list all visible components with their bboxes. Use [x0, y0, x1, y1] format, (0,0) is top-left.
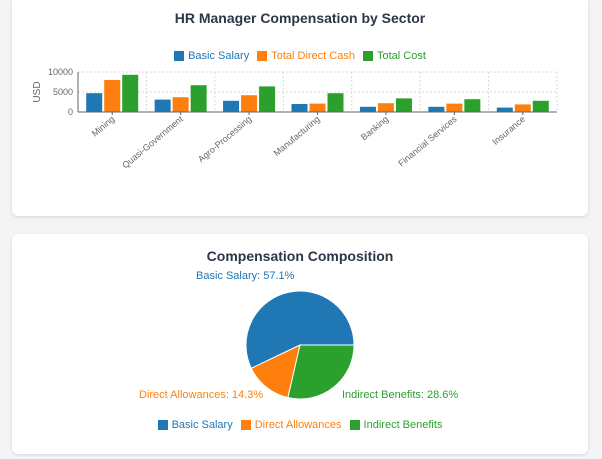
y-tick-label: 5000	[53, 87, 73, 97]
legend-label-total-cost: Total Cost	[376, 50, 426, 62]
bar-chart-plot: 0 5000 10000 USD Mining Quasi-Government Agro-…	[32, 67, 558, 171]
x-tick-label-financial-services: Financial Services	[396, 114, 459, 169]
legend-swatch-basic-salary-pie	[157, 420, 168, 430]
bar-total-cost-agro-processing	[259, 86, 276, 112]
pie-chart-title: Compensation Composition	[206, 248, 394, 264]
bar-basic-salary-agro-processing	[223, 100, 240, 112]
bar-basic-salary-mining	[86, 93, 103, 112]
pie-chart-plot	[245, 290, 355, 400]
bar-total-cost-mining	[122, 74, 139, 112]
bar-chart-title: HR Manager Compensation by Sector	[174, 10, 426, 26]
x-tick-label-mining: Mining	[90, 114, 117, 139]
legend-item-basic-salary[interactable]: Basic Salary	[174, 50, 249, 62]
pie-chart-legend: Basic Salary Direct Allowances Indirect …	[12, 419, 588, 431]
bar-total-direct-cash-mining	[104, 80, 121, 112]
pie-slice-indirect-benefits	[287, 344, 355, 400]
bar-basic-salary-quasi-government	[154, 99, 171, 112]
legend-swatch-indirect-benefits	[349, 420, 360, 430]
legend-item-total-cost[interactable]: Total Cost	[362, 50, 426, 62]
bar-basic-salary-manufacturing	[291, 104, 308, 112]
bar-total-cost-manufacturing	[327, 93, 344, 112]
bar-total-direct-cash-financial-services	[446, 103, 463, 112]
x-tick-label-insurance: Insurance	[490, 114, 527, 147]
bar-total-direct-cash-quasi-government	[172, 97, 189, 112]
legend-item-total-direct-cash[interactable]: Total Direct Cash	[257, 50, 355, 62]
bar-total-cost-insurance	[532, 100, 549, 112]
y-axis-label: USD	[32, 81, 43, 102]
legend-swatch-total-direct-cash	[257, 51, 268, 61]
legend-swatch-basic-salary	[174, 51, 185, 61]
pie-chart-card: Compensation Composition Basic Salary: 5…	[12, 234, 588, 454]
bar-total-direct-cash-agro-processing	[241, 95, 258, 112]
legend-label-total-direct-cash: Total Direct Cash	[271, 50, 355, 62]
legend-label-indirect-benefits: Indirect Benefits	[363, 419, 443, 431]
bar-total-direct-cash-manufacturing	[309, 103, 326, 112]
bar-basic-salary-financial-services	[428, 106, 445, 112]
x-tick-label-manufacturing: Manufacturing	[272, 114, 322, 158]
legend-item-basic-salary-pie[interactable]: Basic Salary	[157, 419, 233, 431]
bar-basic-salary-banking	[359, 106, 376, 112]
bar-total-cost-banking	[395, 98, 412, 112]
pie-label-direct-allowances: Direct Allowances: 14.3%	[139, 389, 264, 401]
bar-total-cost-financial-services	[464, 99, 481, 112]
legend-label-direct-allowances: Direct Allowances	[254, 419, 342, 431]
pie-label-indirect-benefits: Indirect Benefits: 28.6%	[342, 389, 459, 401]
bar-basic-salary-insurance	[496, 107, 513, 112]
x-tick-label-agro-processing: Agro-Processing	[196, 114, 253, 164]
bar-chart-card: HR Manager Compensation by Sector Basic …	[12, 0, 588, 216]
legend-item-indirect-benefits[interactable]: Indirect Benefits	[349, 419, 443, 431]
x-tick-label-quasi-government: Quasi-Government	[120, 114, 185, 171]
y-tick-label: 10000	[48, 67, 73, 77]
bar-total-cost-quasi-government	[190, 85, 207, 112]
legend-swatch-total-cost	[362, 51, 373, 61]
bar-chart-legend: Basic Salary Total Direct Cash Total Cos…	[12, 50, 588, 62]
legend-swatch-direct-allowances	[240, 420, 251, 430]
x-tick-label-banking: Banking	[359, 114, 390, 143]
legend-label-basic-salary: Basic Salary	[188, 50, 250, 62]
pie-label-basic-salary: Basic Salary: 57.1%	[196, 270, 295, 282]
bar-total-direct-cash-banking	[377, 103, 394, 112]
legend-label-basic-salary-pie: Basic Salary	[171, 419, 233, 431]
bar-total-direct-cash-insurance	[514, 104, 531, 112]
legend-item-direct-allowances[interactable]: Direct Allowances	[240, 419, 342, 431]
y-tick-label: 0	[68, 107, 73, 117]
pie-slice-basic-salary	[245, 290, 355, 369]
